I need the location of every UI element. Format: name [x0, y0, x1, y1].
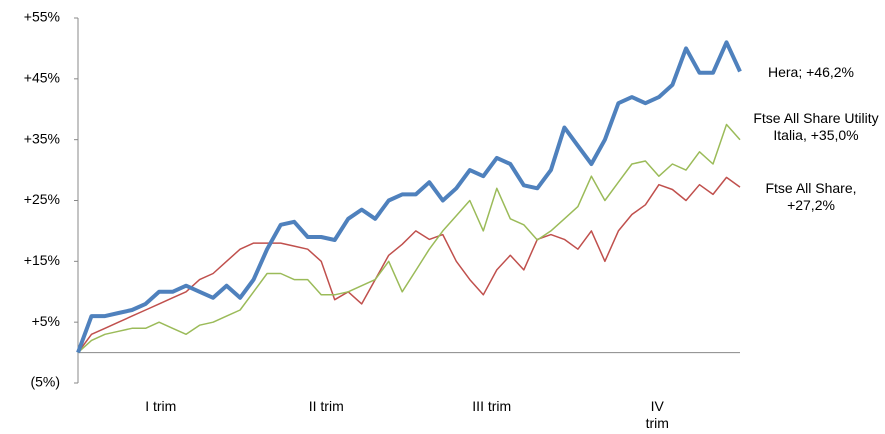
- y-tick-label: (5%): [30, 374, 60, 390]
- y-tick-label: +5%: [32, 313, 60, 329]
- series-line: [76, 40, 742, 354]
- x-tick-label: III trim: [472, 398, 512, 414]
- y-tick-label: +35%: [24, 130, 60, 146]
- y-tick-label: +25%: [24, 191, 60, 207]
- y-tick-label: +45%: [24, 70, 60, 86]
- y-tick-label: +15%: [24, 252, 60, 268]
- series-line: [77, 123, 741, 354]
- x-tick-label: I trim: [145, 398, 177, 414]
- series-label: Hera; +46,2%: [768, 64, 854, 80]
- x-tick-label: II trim: [308, 398, 344, 414]
- y-tick-label: +55%: [24, 9, 60, 25]
- series-line: [77, 176, 741, 354]
- series-label: Ftse All Share, +27,2%: [765, 180, 857, 213]
- x-tick-label: IV trim: [645, 398, 669, 431]
- series-label: Ftse All Share Utility Italia, +35,0%: [753, 110, 879, 143]
